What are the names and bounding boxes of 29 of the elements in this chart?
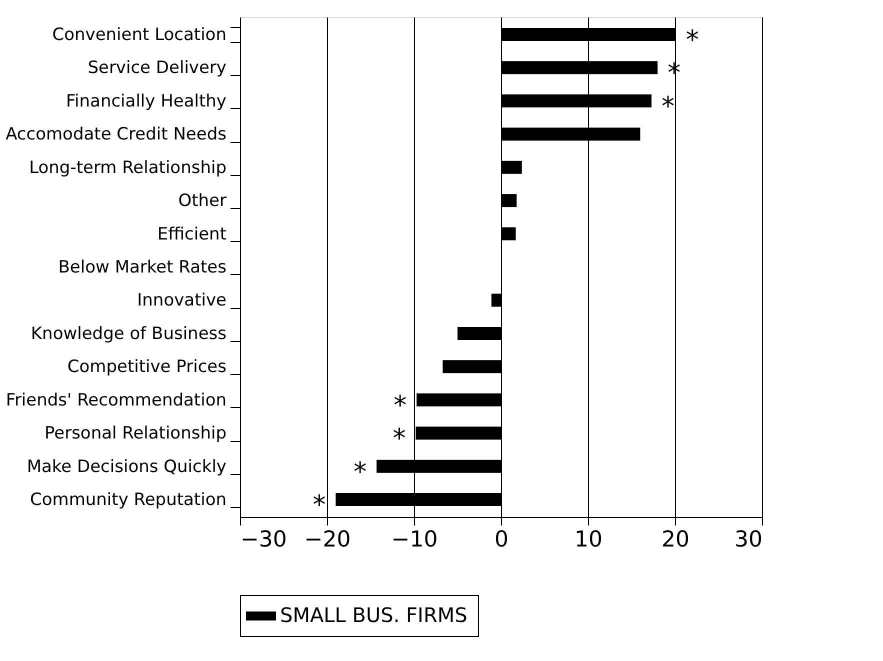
y-tick-label: Convenient Location	[52, 24, 226, 45]
x-tick-label: 20	[662, 528, 690, 552]
y-tick-label: Make Decisions Quickly	[26, 456, 226, 477]
annotation: *	[392, 424, 406, 454]
annotation: *	[312, 490, 326, 521]
y-tick-label: Community Reputation	[30, 490, 226, 510]
y-tick-label: Innovative	[137, 290, 226, 311]
x-tick-label: −20	[304, 528, 351, 552]
annotation: *	[686, 25, 699, 56]
annotation: *	[394, 390, 407, 421]
legend-label: SMALL BUS. FIRMS	[280, 603, 468, 627]
y-tick-label: Efficient	[157, 224, 227, 244]
annotation: *	[662, 92, 675, 122]
y-tick-label: Personal Relationship	[44, 424, 226, 444]
x-tick-label: −10	[391, 528, 438, 552]
y-tick-label: Other	[178, 191, 226, 212]
y-tick-label: Competitive Prices	[67, 357, 227, 378]
x-tick-label: −30	[240, 528, 287, 552]
y-tick-label: Knowledge of Business	[30, 324, 227, 344]
y-tick-label: Friends' Recommendation	[6, 390, 226, 410]
y-tick-label: Below Market Rates	[58, 258, 227, 278]
x-tick-label: 0	[494, 528, 508, 552]
annotation: *	[354, 457, 367, 488]
x-tick-label: 10	[574, 528, 602, 552]
y-tick-label: Accomodate Credit Needs	[6, 124, 227, 145]
y-tick-label: Long-term Relationship	[29, 158, 226, 178]
y-tick-label: Financially Healthy	[66, 91, 226, 112]
y-tick-label: Service Delivery	[88, 58, 226, 78]
x-tick-label: 30	[734, 528, 762, 552]
